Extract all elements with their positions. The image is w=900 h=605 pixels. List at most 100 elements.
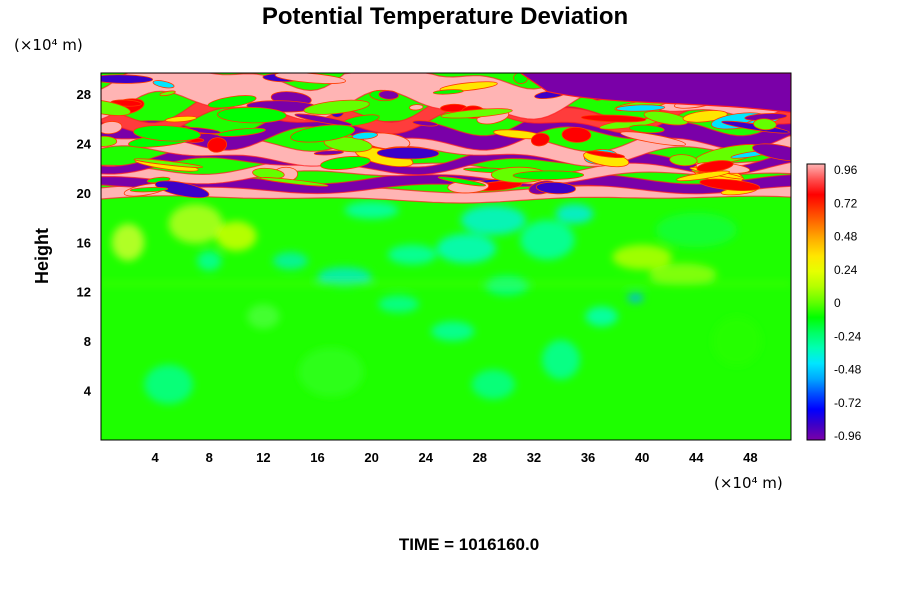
lower-structure-17 xyxy=(542,339,580,380)
turbulence-patch-98 xyxy=(699,178,761,192)
mid-band xyxy=(101,281,791,286)
turbulence-patch-29 xyxy=(259,177,329,187)
lower-structure-24 xyxy=(655,212,737,248)
turbulence-patch-67 xyxy=(101,121,123,135)
x-tick-label-2: 12 xyxy=(256,450,270,465)
turbulence-patch-23 xyxy=(643,110,689,126)
turbulence-patch-95 xyxy=(133,158,204,168)
x-tick-label-3: 16 xyxy=(310,450,324,465)
turbulence-patch-106 xyxy=(620,131,686,147)
lower-structure-22 xyxy=(585,306,618,327)
lower-structure-2 xyxy=(216,221,257,251)
turbulence-patch-104 xyxy=(753,118,777,131)
colorbar-tick-label-4: 0 xyxy=(834,296,841,310)
lower-structure-21 xyxy=(712,316,762,366)
lower-structure-4 xyxy=(272,252,309,270)
lower-structure-25 xyxy=(344,201,399,219)
plot-frame xyxy=(100,72,792,441)
lower-structure-3 xyxy=(197,250,222,271)
turbulence-patch-82 xyxy=(512,170,585,181)
turbulence-patch-40 xyxy=(207,137,228,153)
turbulence-patch-107 xyxy=(351,131,378,140)
turbulence-patch-83 xyxy=(294,113,353,127)
turbulence-patch-69 xyxy=(323,136,373,153)
colorbar-tick-label-6: -0.48 xyxy=(834,363,862,377)
x-tick-label-10: 44 xyxy=(689,450,704,465)
turbulence-patch-61 xyxy=(303,99,370,115)
y-tick-label-0: 4 xyxy=(84,384,92,399)
y-axis-unit: (×10⁴ m) xyxy=(14,36,83,54)
colorbar-tick-label-3: 0.24 xyxy=(834,263,858,277)
top-right-cold-region xyxy=(519,73,791,114)
lower-structure-23 xyxy=(431,321,475,342)
turbulence-patch-42 xyxy=(101,74,154,84)
lower-structure-8 xyxy=(460,205,526,235)
turbulence-patch-88 xyxy=(101,99,131,116)
lower-structure-20 xyxy=(144,364,194,405)
colorbar-scale xyxy=(806,163,826,441)
x-tick-label-1: 8 xyxy=(206,450,213,465)
lower-structure-12 xyxy=(378,295,419,313)
turbulence-patch-70 xyxy=(561,126,592,143)
y-axis-label: Height xyxy=(32,228,52,284)
lower-structure-1 xyxy=(168,203,223,244)
turbulence-patch-74 xyxy=(313,150,344,156)
x-tick-label-6: 28 xyxy=(473,450,487,465)
lower-field-structures xyxy=(101,201,791,405)
turbulence-patch-97 xyxy=(752,143,791,162)
x-tick-label-5: 24 xyxy=(418,450,433,465)
turbulence-patch-109 xyxy=(207,95,257,109)
y-tick-label-2: 12 xyxy=(77,285,91,300)
turbulence-patch-0 xyxy=(159,90,176,97)
y-tick-label-3: 16 xyxy=(77,235,91,250)
turbulence-patch-101 xyxy=(320,156,371,170)
turbulence-patch-102 xyxy=(216,106,287,124)
lower-structure-13 xyxy=(247,304,280,329)
lower-structure-15 xyxy=(648,263,717,286)
turbulence-patch-93 xyxy=(696,160,734,173)
colorbar-tick-label-0: 0.96 xyxy=(834,163,858,177)
turbulence-patch-96 xyxy=(580,114,647,123)
lower-structure-9 xyxy=(520,220,575,260)
turbulence-patch-33 xyxy=(439,81,498,92)
x-tick-label-9: 40 xyxy=(635,450,649,465)
turbulence-patch-25 xyxy=(409,104,424,111)
lower-structure-18 xyxy=(471,369,515,400)
y-tick-label-5: 24 xyxy=(77,136,92,151)
colorbar-tick-label-7: -0.72 xyxy=(834,396,862,410)
colorbar-tick-label-1: 0.72 xyxy=(834,196,858,210)
x-axis-ticks: 4 8 12 16 20 24 28 32 36 40 44 48 xyxy=(152,450,758,465)
turbulence-patch-50 xyxy=(154,180,210,199)
y-tick-label-1: 8 xyxy=(84,334,91,349)
turbulence-patch-15 xyxy=(628,124,665,134)
colorbar-ticks: 0.96 0.72 0.48 0.24 0 -0.24 -0.48 -0.72 -0.96 xyxy=(834,163,862,443)
turbulence-patch-90 xyxy=(133,125,201,142)
chart-title: Potential Temperature Deviation xyxy=(262,3,628,30)
lower-structure-16 xyxy=(627,292,644,303)
turbulence-patch-77 xyxy=(378,90,399,100)
x-axis-unit: (×10⁴ m) xyxy=(714,474,783,492)
plot-area xyxy=(101,73,791,440)
x-tick-label-4: 20 xyxy=(364,450,378,465)
turbulence-patch-100 xyxy=(586,150,625,159)
y-tick-label-4: 20 xyxy=(77,186,91,201)
colorbar: 0.96 0.72 0.48 0.24 0 -0.24 -0.48 -0.72 -0.96 xyxy=(806,163,862,443)
turbulence-patch-108 xyxy=(437,176,487,187)
turbulence-patch-57 xyxy=(440,108,513,119)
turbulence-patch-48 xyxy=(412,120,438,127)
turbulence-patch-94 xyxy=(669,154,698,167)
y-axis-ticks: 4 8 12 16 20 24 28 xyxy=(77,87,92,399)
turbulence-patch-17 xyxy=(530,132,550,147)
colorbar-tick-label-5: -0.24 xyxy=(834,329,862,343)
turbulence-patch-49 xyxy=(615,104,666,112)
turbulence-patch-38 xyxy=(432,89,464,95)
turbulence-patch-64 xyxy=(217,127,266,137)
lower-structure-6 xyxy=(387,244,437,265)
x-tick-label-0: 4 xyxy=(152,450,160,465)
turbulence-patch-58 xyxy=(535,181,576,195)
turbulence-patch-105 xyxy=(101,135,118,147)
x-tick-label-11: 48 xyxy=(743,450,757,465)
time-label: TIME = 1016160.0 xyxy=(399,535,539,554)
